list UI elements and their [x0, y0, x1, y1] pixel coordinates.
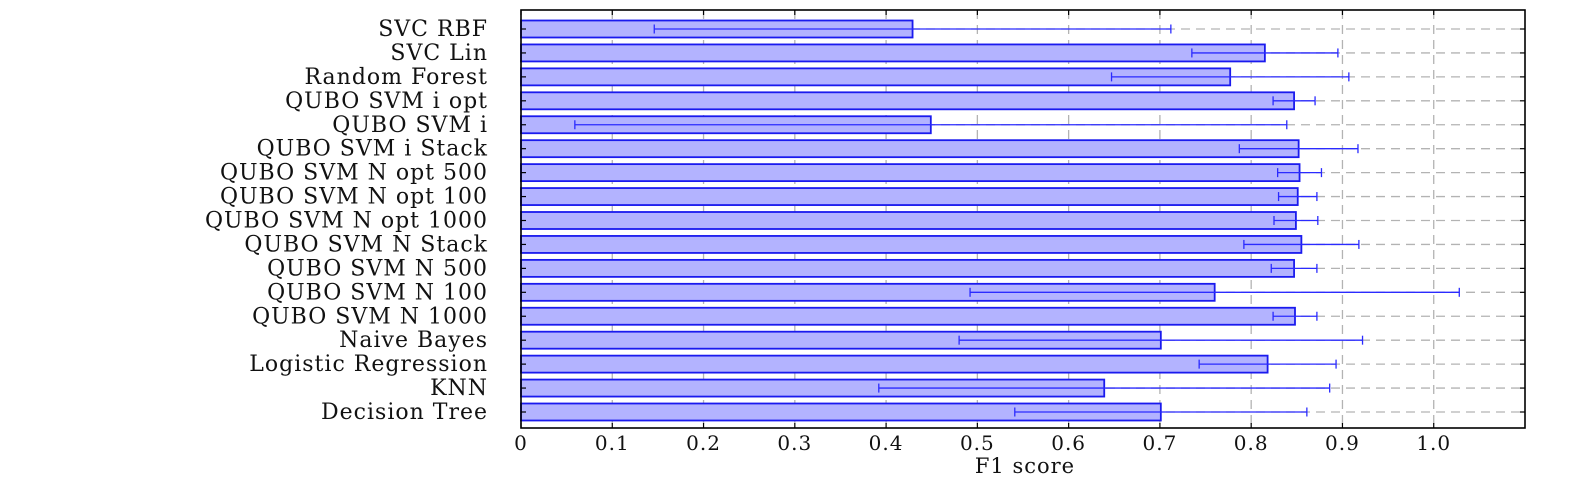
category-label: QUBO SVM N 100 [267, 280, 488, 305]
category-label: QUBO SVM N 1000 [252, 304, 488, 329]
bar [520, 354, 1269, 374]
category-label: QUBO SVM N Stack [244, 232, 488, 257]
category-label: SVC Lin [390, 41, 488, 66]
category-label: QUBO SVM i Stack [257, 137, 488, 162]
x-tick-label: 0.7 [1143, 431, 1178, 455]
category-label: Logistic Regression [249, 352, 488, 377]
x-axis-ticks: 0 0.1 0.2 0.3 0.4 0.5 0.6 0.7 0.8 0.9 1.0 [514, 10, 1525, 455]
bar [520, 43, 1266, 63]
category-label: Naive Bayes [339, 328, 488, 353]
bar [520, 235, 1303, 254]
category-label: QUBO SVM i opt [285, 89, 488, 114]
category-label: QUBO SVM N opt 1000 [205, 209, 488, 234]
x-tick-label: 0.4 [869, 431, 904, 455]
category-label: QUBO SVM i [332, 113, 488, 138]
category-label: KNN [430, 376, 488, 401]
x-tick-label: 0.8 [1234, 431, 1269, 455]
category-label: SVC RBF [378, 17, 488, 42]
category-label: QUBO SVM N 500 [267, 256, 488, 281]
bar [520, 211, 1297, 230]
x-tick-label: 0.1 [595, 431, 630, 455]
x-tick-label: 0.6 [1051, 431, 1086, 455]
category-label: Decision Tree [321, 400, 488, 425]
plot-frame [520, 9, 1526, 429]
x-tick-label: 1.0 [1416, 431, 1451, 455]
x-tick-label: 0.5 [960, 431, 995, 455]
category-label: QUBO SVM N opt 100 [220, 185, 488, 210]
x-tick-label: 0.3 [777, 431, 812, 455]
category-label: Random Forest [304, 65, 488, 90]
x-tick-label: 0.2 [686, 431, 721, 455]
bar [520, 139, 1300, 159]
bar [520, 306, 1296, 326]
bar [520, 258, 1295, 278]
error-bars [574, 24, 1460, 417]
x-tick-label: 0 [514, 431, 528, 455]
bar [520, 163, 1301, 183]
category-label: QUBO SVM N opt 500 [220, 161, 488, 186]
x-tick-label: 0.9 [1325, 431, 1360, 455]
x-axis-title: F1 score [975, 454, 1075, 478]
bars [520, 19, 1303, 422]
bar [520, 91, 1295, 111]
bar [520, 187, 1299, 206]
